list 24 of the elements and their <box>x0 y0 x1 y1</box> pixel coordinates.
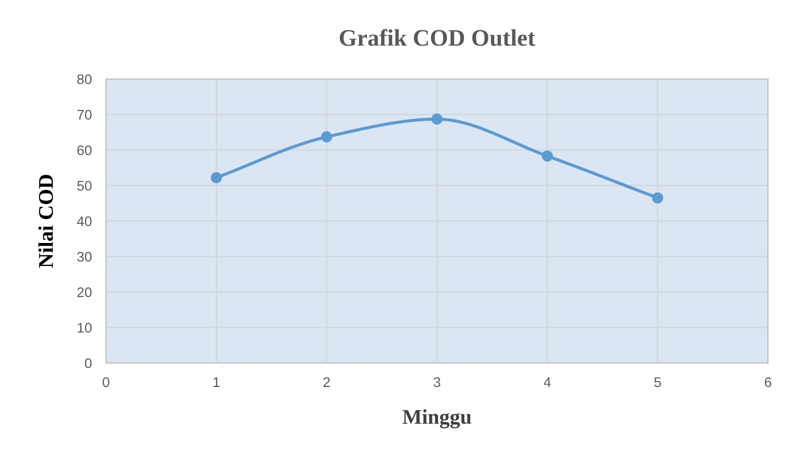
x-tick-label: 3 <box>434 377 440 388</box>
y-axis-title: Nilai COD <box>38 174 53 268</box>
x-tick-label: 2 <box>324 377 330 387</box>
x-tick-label: 5 <box>654 377 661 388</box>
y-tick-label: 10 <box>78 322 92 333</box>
x-axis-title: Minggu <box>402 409 472 428</box>
y-tick-label: 60 <box>77 145 92 156</box>
point <box>652 192 664 204</box>
y-tick-label: 70 <box>77 110 92 120</box>
x-tick-label: 1 <box>214 377 220 387</box>
point <box>542 150 553 162</box>
y-tick-label: 50 <box>77 180 92 191</box>
y-tick-label: 80 <box>77 74 92 84</box>
y-tick-label: 30 <box>77 252 92 262</box>
y-tick-label: 40 <box>76 216 92 226</box>
y-tick-label: 20 <box>77 287 92 298</box>
point <box>321 131 332 142</box>
chart-title: Grafik COD Outlet <box>340 29 536 46</box>
y-tick-label: 0 <box>84 358 92 368</box>
x-tick-label: 4 <box>544 377 551 387</box>
point <box>431 114 443 125</box>
point <box>210 172 222 184</box>
x-tick-label: 0 <box>102 377 110 388</box>
x-tick-label: 6 <box>764 377 772 388</box>
